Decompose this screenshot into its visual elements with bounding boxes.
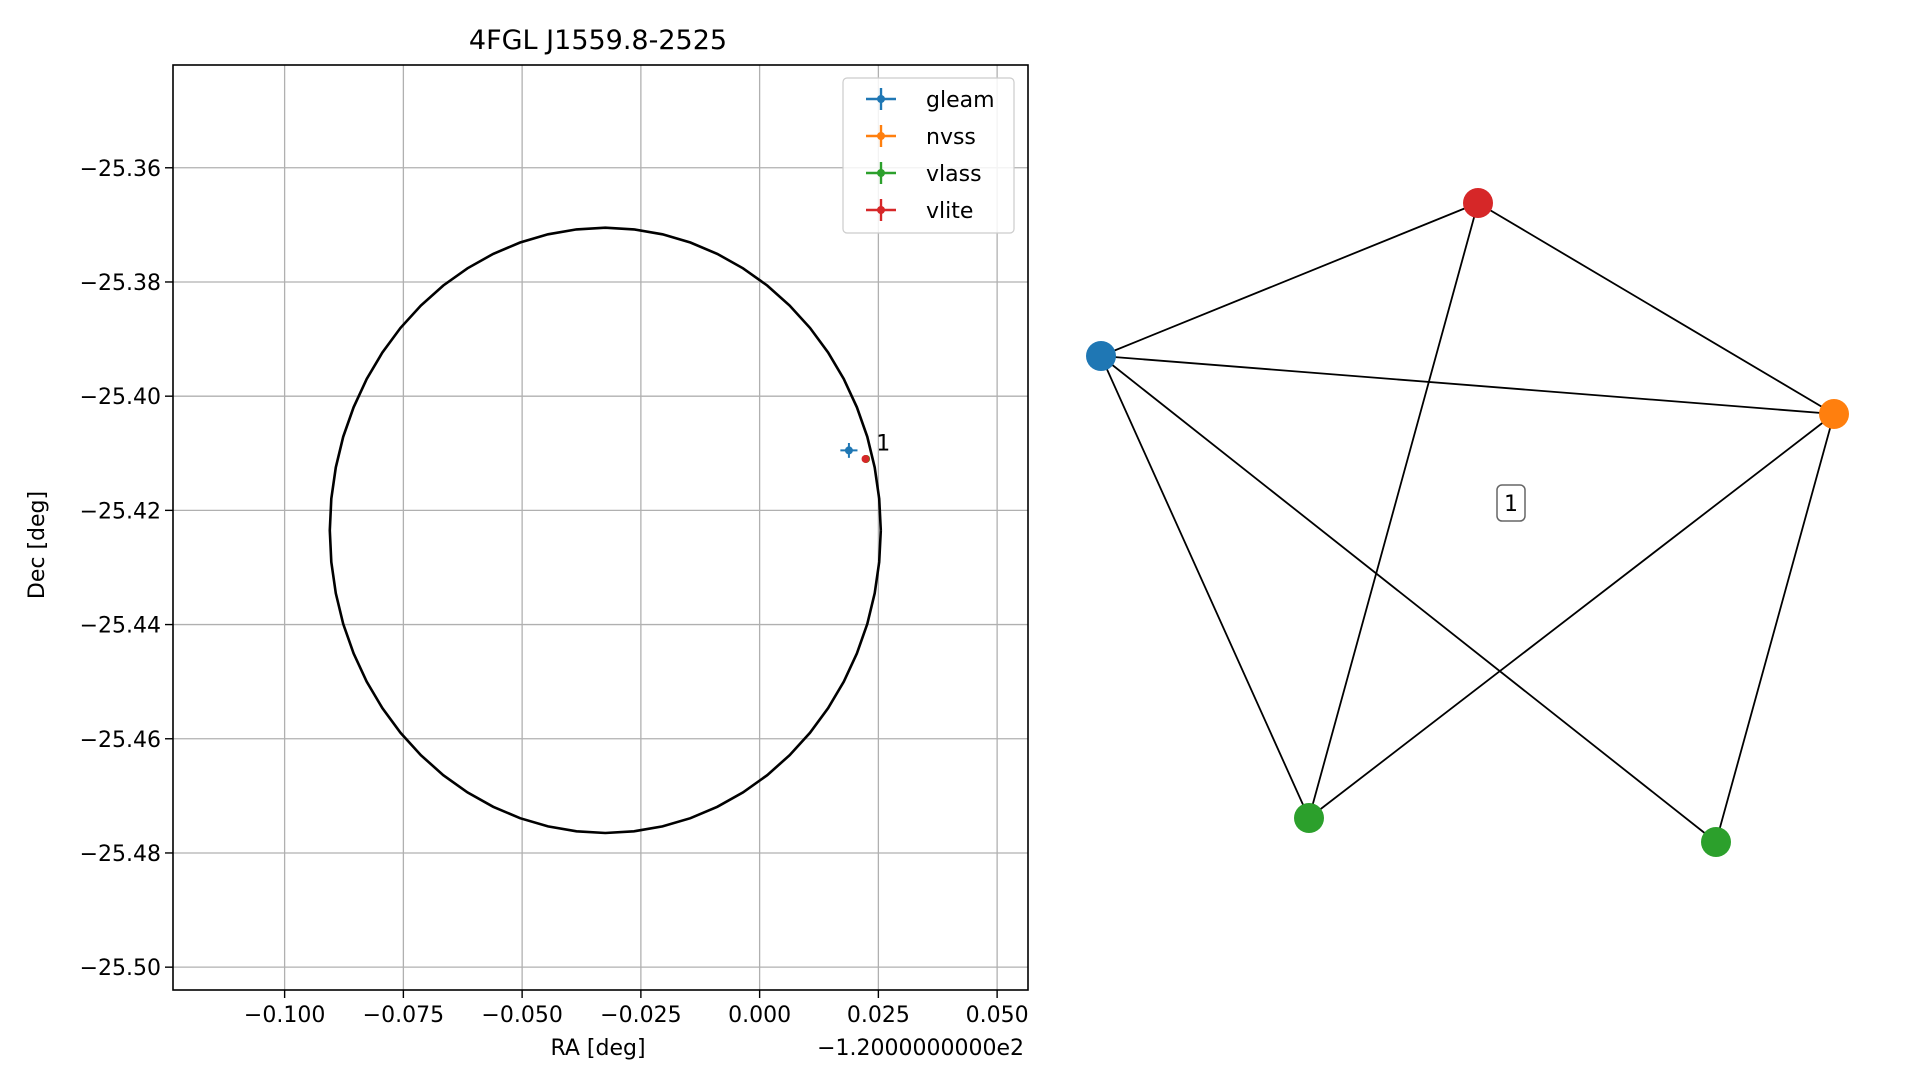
y-tick-label: −25.36 <box>80 157 161 182</box>
y-tick-label: −25.42 <box>80 499 161 524</box>
error-ellipse <box>328 226 883 835</box>
legend-label: gleam <box>926 88 995 113</box>
edge-orange-green-left <box>1308 413 1835 819</box>
legend-label: vlite <box>926 199 973 224</box>
legend-marker <box>877 206 885 214</box>
edge-blue-red <box>1100 202 1479 357</box>
legend-label: nvss <box>926 125 976 150</box>
x-tick-label: −0.025 <box>600 1003 681 1028</box>
y-tick-label: −25.40 <box>80 385 161 410</box>
cluster-label-box: 1 <box>1496 484 1526 522</box>
x-axis-offset-label: −1.2000000000e2 <box>817 1036 1024 1061</box>
axes-frame <box>172 64 1029 991</box>
source-annotation: 1 <box>876 432 890 457</box>
network-edges <box>1100 202 1835 843</box>
marker <box>861 454 870 463</box>
point-gleam <box>840 442 858 458</box>
x-tick-label: −0.075 <box>363 1003 444 1028</box>
x-tick-label: 0.000 <box>728 1003 791 1028</box>
edge-blue-green-left <box>1100 355 1310 819</box>
legend-item-gleam: gleam <box>866 88 995 113</box>
scatter-panel: 4FGL J1559.8-2525 −0.100 −0.075 −0.050 −0.0… <box>25 25 1029 1061</box>
y-tick-label: −25.50 <box>80 956 161 981</box>
legend-marker <box>877 95 885 103</box>
marker <box>844 446 853 455</box>
node-orange <box>1819 399 1849 429</box>
x-tick-label: 0.050 <box>966 1003 1029 1028</box>
chart-title: 4FGL J1559.8-2525 <box>469 25 727 56</box>
edge-blue-orange <box>1100 355 1835 415</box>
network-nodes <box>1086 188 1849 857</box>
x-tick-label: 0.025 <box>847 1003 910 1028</box>
network-panel: 1 <box>1086 188 1849 857</box>
x-axis-label: RA [deg] <box>550 1036 645 1061</box>
y-axis-ticks: −25.36 −25.38 −25.40 −25.42 −25.44 −25.46 −25.… <box>80 157 173 981</box>
legend: gleam nvss vlass vlite <box>842 77 1015 234</box>
x-tick-label: −0.100 <box>244 1003 325 1028</box>
edge-red-orange <box>1477 202 1835 415</box>
node-blue <box>1086 341 1116 371</box>
x-tick-label: −0.050 <box>481 1003 562 1028</box>
legend-label: vlass <box>926 162 982 187</box>
y-tick-label: −25.46 <box>80 728 161 753</box>
point-vlite <box>861 454 870 463</box>
data-points <box>840 442 871 463</box>
edge-red-green-left <box>1308 202 1479 819</box>
y-tick-label: −25.38 <box>80 271 161 296</box>
legend-marker <box>877 132 885 140</box>
node-red <box>1463 188 1493 218</box>
legend-item-vlass: vlass <box>866 162 982 187</box>
edge-orange-green-right <box>1715 413 1835 843</box>
cluster-label: 1 <box>1504 492 1518 517</box>
legend-frame <box>842 77 1015 234</box>
node-green-left <box>1294 803 1324 833</box>
y-tick-label: −25.48 <box>80 842 161 867</box>
legend-item-nvss: nvss <box>866 125 976 150</box>
x-axis-ticks: −0.100 −0.075 −0.050 −0.025 0.000 0.025 0.050 <box>244 990 1029 1028</box>
y-axis-label: Dec [deg] <box>25 491 50 599</box>
legend-item-vlite: vlite <box>866 199 973 224</box>
node-green-right <box>1701 827 1731 857</box>
edge-blue-green-right <box>1100 355 1717 843</box>
y-tick-label: −25.44 <box>80 614 161 639</box>
legend-marker <box>877 169 885 177</box>
